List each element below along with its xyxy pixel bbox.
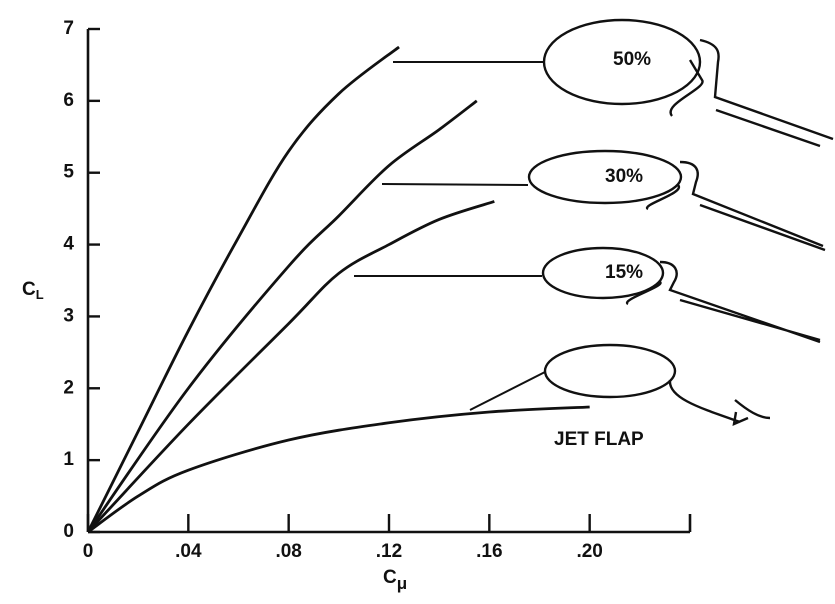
y-label-base: C [22,279,36,300]
curve [88,407,590,532]
curve [88,47,399,532]
y-tick-label: 4 [63,234,74,255]
y-label-sub: L [36,287,44,302]
chart: CL Cμ 50% 30% 15% JET FLAP 012345670.04.… [0,0,835,604]
x-tick-label: 0 [83,541,94,562]
leaders [354,62,545,410]
series-label: JET FLAP [554,429,644,450]
x-label-sub: μ [397,574,407,593]
y-tick-label: 2 [63,377,74,398]
x-tick-label: .08 [275,541,301,562]
y-axis-label: CL [22,279,44,302]
x-tick-label: .20 [576,541,602,562]
y-tick-label: 5 [63,162,74,183]
curve [88,201,494,532]
y-tick-label: 3 [63,305,74,326]
x-label-base: C [383,567,397,588]
airfoil-sketches [529,20,833,424]
y-tick-label: 6 [63,90,74,111]
series-label: 30% [605,166,643,187]
x-tick-label: .12 [376,541,402,562]
x-tick-label: .04 [175,541,202,562]
y-tick-label: 1 [63,449,74,470]
page: CL Cμ 50% 30% 15% JET FLAP 012345670.04.… [0,0,835,604]
series-label: 50% [613,49,651,70]
y-tick-label: 0 [63,521,74,542]
y-tick-label: 7 [63,18,74,39]
x-axis-label: Cμ [383,567,407,593]
x-tick-label: .16 [476,541,502,562]
series-label: 15% [605,262,643,283]
